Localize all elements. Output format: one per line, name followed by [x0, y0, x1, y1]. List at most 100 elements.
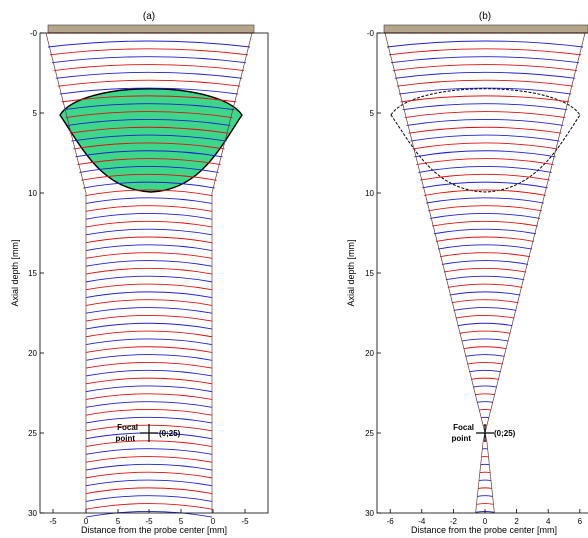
wavefront-a-45 [85, 393, 213, 400]
panel-b-title: (b) [479, 11, 491, 22]
focal-label-line2-b: point [451, 434, 471, 443]
xtick-label-b-2: -2 [450, 517, 458, 526]
xtick-label-b-4: 2 [514, 517, 519, 526]
wavefront-b-33 [451, 299, 519, 304]
wavefront-a-4 [55, 71, 243, 79]
wavefront-b-6 [398, 87, 572, 95]
wavefront-b-0 [386, 40, 584, 48]
plot-frame-b [376, 32, 588, 514]
panel-a: (a) -0 5 10 15 20 25 30 -5 0 5 -5 5 0 -5 Distance fr… [10, 11, 269, 535]
wavefront-b-1 [388, 48, 582, 56]
wavefront-b-5 [396, 79, 574, 87]
wavefront-a-30 [85, 275, 213, 283]
wavefront-b-31 [447, 283, 523, 288]
ytick-label-a-1: 5 [33, 109, 38, 118]
wavefronts-a [45, 32, 253, 518]
wavefront-a-46 [85, 401, 213, 408]
wavefront-b-34 [453, 307, 517, 311]
beam-edge-right-a [211, 32, 253, 513]
wavefront-a-18 [83, 181, 215, 189]
y-axis-label-b: Axial depth [mm] [346, 239, 356, 306]
wavefront-a-43 [85, 377, 213, 385]
ytick-label-a-4: 20 [28, 349, 37, 358]
ytick-label-b-2: 10 [365, 189, 374, 198]
xtick-label-a-3: -5 [145, 517, 153, 526]
wavefront-b-22 [430, 213, 540, 219]
xtick-label-b-1: -4 [418, 517, 426, 526]
wavefront-a-21 [85, 205, 213, 212]
wavefront-a-16 [79, 165, 219, 173]
wavefront-a-58 [85, 495, 213, 502]
wavefront-b-10 [406, 118, 564, 126]
wavefront-b-35 [455, 314, 515, 319]
wavefront-b-18 [422, 181, 548, 189]
wavefront-a-2 [51, 56, 247, 64]
focal-label-line2-a: point [115, 434, 135, 443]
wavefront-a-25 [85, 236, 213, 244]
wavefront-b-4 [394, 71, 576, 79]
wavefront-a-52 [85, 448, 213, 455]
x-axis-ticks-a: -5 0 5 -5 5 0 -5 [49, 509, 249, 526]
wavefront-a-15 [77, 158, 221, 166]
wavefront-b-12 [410, 134, 560, 142]
xtick-label-a-4: 5 [179, 517, 184, 526]
wavefront-b-29 [443, 267, 527, 273]
wavefront-b-2 [390, 56, 580, 64]
wavefront-a-53 [85, 456, 213, 463]
wavefront-b-15 [416, 158, 554, 166]
wavefront-b-17 [420, 173, 550, 181]
xtick-label-a-2: 5 [116, 517, 121, 526]
wavefront-b-30 [445, 275, 525, 281]
panel-b: (b) -0 5 10 15 20 25 30 -6 -4 -2 0 2 4 6 Distance fr… [346, 11, 588, 535]
wavefront-b-59 [476, 503, 494, 505]
ytick-label-b-0: -0 [367, 29, 375, 38]
ytick-label-a-5: 25 [28, 429, 37, 438]
beam-edge-left-a [45, 32, 87, 513]
wavefront-b-56 [478, 479, 492, 482]
wavefront-a-7 [61, 95, 237, 103]
wavefront-b-14 [414, 150, 556, 158]
wavefront-a-35 [85, 314, 213, 322]
wavefront-a-55 [85, 471, 213, 479]
xtick-label-b-3: 0 [483, 517, 488, 526]
wavefront-b-24 [433, 228, 537, 235]
wavefront-a-12 [71, 134, 227, 142]
wavefront-a-54 [85, 463, 213, 471]
panel-a-title: (a) [143, 11, 155, 22]
wavefront-b-25 [435, 236, 535, 242]
wavefront-b-8 [402, 103, 568, 111]
wavefront-a-57 [85, 487, 213, 494]
wavefront-a-27 [85, 252, 213, 259]
ytick-label-a-0: -0 [30, 29, 38, 38]
wavefront-a-11 [69, 126, 229, 134]
wavefront-a-34 [85, 307, 213, 314]
focal-label-line1-a: Focal [117, 423, 138, 432]
y-axis-ticks-a: -0 5 10 15 20 25 30 [28, 29, 44, 518]
focal-coord-label-a: (0;25) [159, 429, 181, 438]
transducer-b [383, 24, 588, 34]
wavefront-a-28 [85, 260, 213, 267]
wavefront-b-36 [457, 322, 513, 327]
wavefronts-b [384, 32, 586, 514]
xtick-label-a-0: -5 [49, 517, 57, 526]
beam-edge-right-b [484, 32, 586, 514]
wavefront-a-3 [53, 64, 245, 71]
wavefront-a-29 [85, 267, 213, 275]
ytick-label-a-2: 10 [28, 189, 37, 198]
xtick-label-a-1: 0 [84, 517, 89, 526]
wavefront-a-38 [85, 338, 213, 346]
wavefront-b-32 [449, 291, 521, 296]
wavefront-b-13 [412, 142, 558, 150]
wavefront-a-10 [67, 118, 231, 126]
wavefront-a-37 [85, 330, 213, 338]
wavefront-b-11 [408, 126, 562, 134]
wavefront-b-39 [463, 346, 507, 350]
y-axis-ticks-b: -0 5 10 15 20 25 30 [365, 29, 381, 518]
wavefront-b-46 [477, 401, 493, 403]
ytick-label-b-4: 20 [365, 349, 374, 358]
wavefront-a-0 [47, 40, 251, 48]
wavefront-a-6 [59, 87, 239, 95]
wavefront-a-36 [85, 322, 213, 330]
focal-point-marker-b [476, 424, 494, 442]
